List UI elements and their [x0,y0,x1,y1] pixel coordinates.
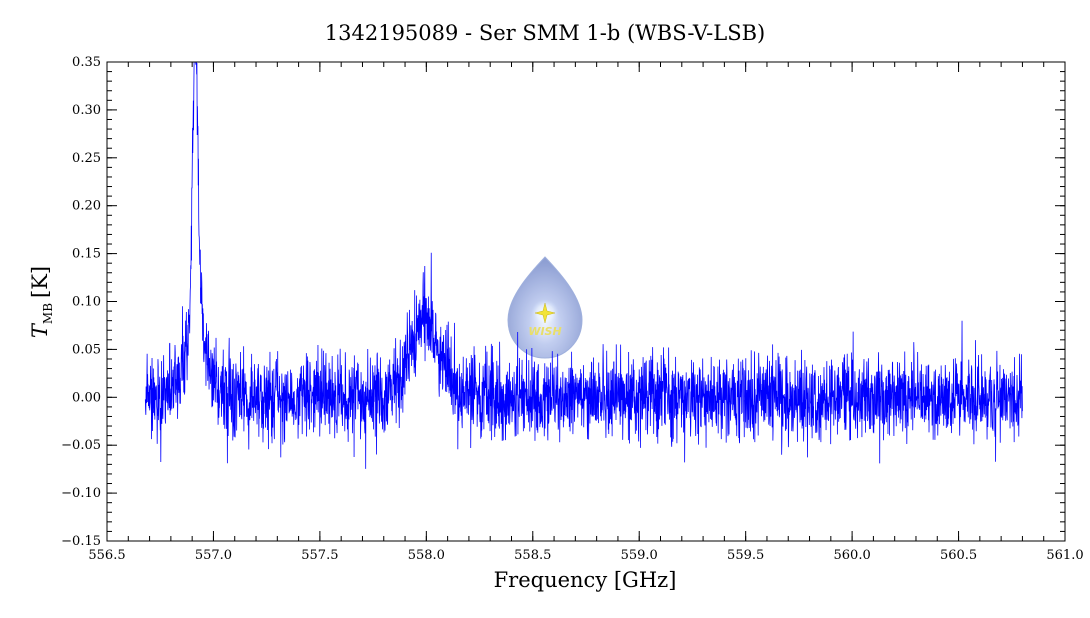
y-axis-label-unit: [K] [28,266,52,298]
x-tick-label: 557.0 [195,548,232,563]
y-axis-label: TMB [K] [28,266,55,338]
y-tick-label: 0.35 [72,55,101,70]
x-tick-label: 558.5 [514,548,551,563]
y-tick-label: 0.00 [72,390,101,405]
y-tick-label: 0.10 [72,295,101,310]
y-tick-label: 0.25 [72,151,101,166]
y-tick-label: −0.10 [61,486,101,501]
logo-star-icon [534,302,556,324]
plot-frame [106,61,1066,542]
x-tick-label: 561.0 [1046,548,1083,563]
y-axis: −0.15 −0.10 −0.05 0.00 0.05 0.10 0.15 0.20 0.25 0… [61,55,1065,549]
y-axis-label-subscript: MB [41,303,55,324]
x-tick-label: 558.0 [408,548,445,563]
y-tick-label: 0.30 [72,103,101,118]
y-tick-label: 0.05 [72,342,101,357]
x-tick-label: 559.0 [621,548,658,563]
logo-text: WISH [528,325,561,338]
series-line-spectrum [144,61,1023,469]
wish-logo: WISH [507,256,583,359]
x-tick-label: 560.5 [940,548,977,563]
y-tick-label: −0.15 [61,534,101,549]
y-tick-label: 0.20 [72,199,101,214]
x-tick-label: 560.0 [834,548,871,563]
x-tick-label: 559.5 [727,548,764,563]
y-tick-label: 0.15 [72,247,101,262]
y-tick-label: −0.05 [61,438,101,453]
x-tick-label: 556.5 [88,548,125,563]
plot-area [106,61,1066,542]
x-tick-label: 557.5 [301,548,338,563]
x-axis-label: Frequency [GHz] [494,568,677,592]
svg-text:TMB[K]: TMB [K] [28,266,55,338]
chart-title: 1342195089 - Ser SMM 1-b (WBS-V-LSB) [325,21,765,45]
y-axis-label-symbol: T [28,322,52,338]
x-axis: 556.5 557.0 557.5 558.0 558.5 559.0 559.5 560.0… [88,62,1084,563]
